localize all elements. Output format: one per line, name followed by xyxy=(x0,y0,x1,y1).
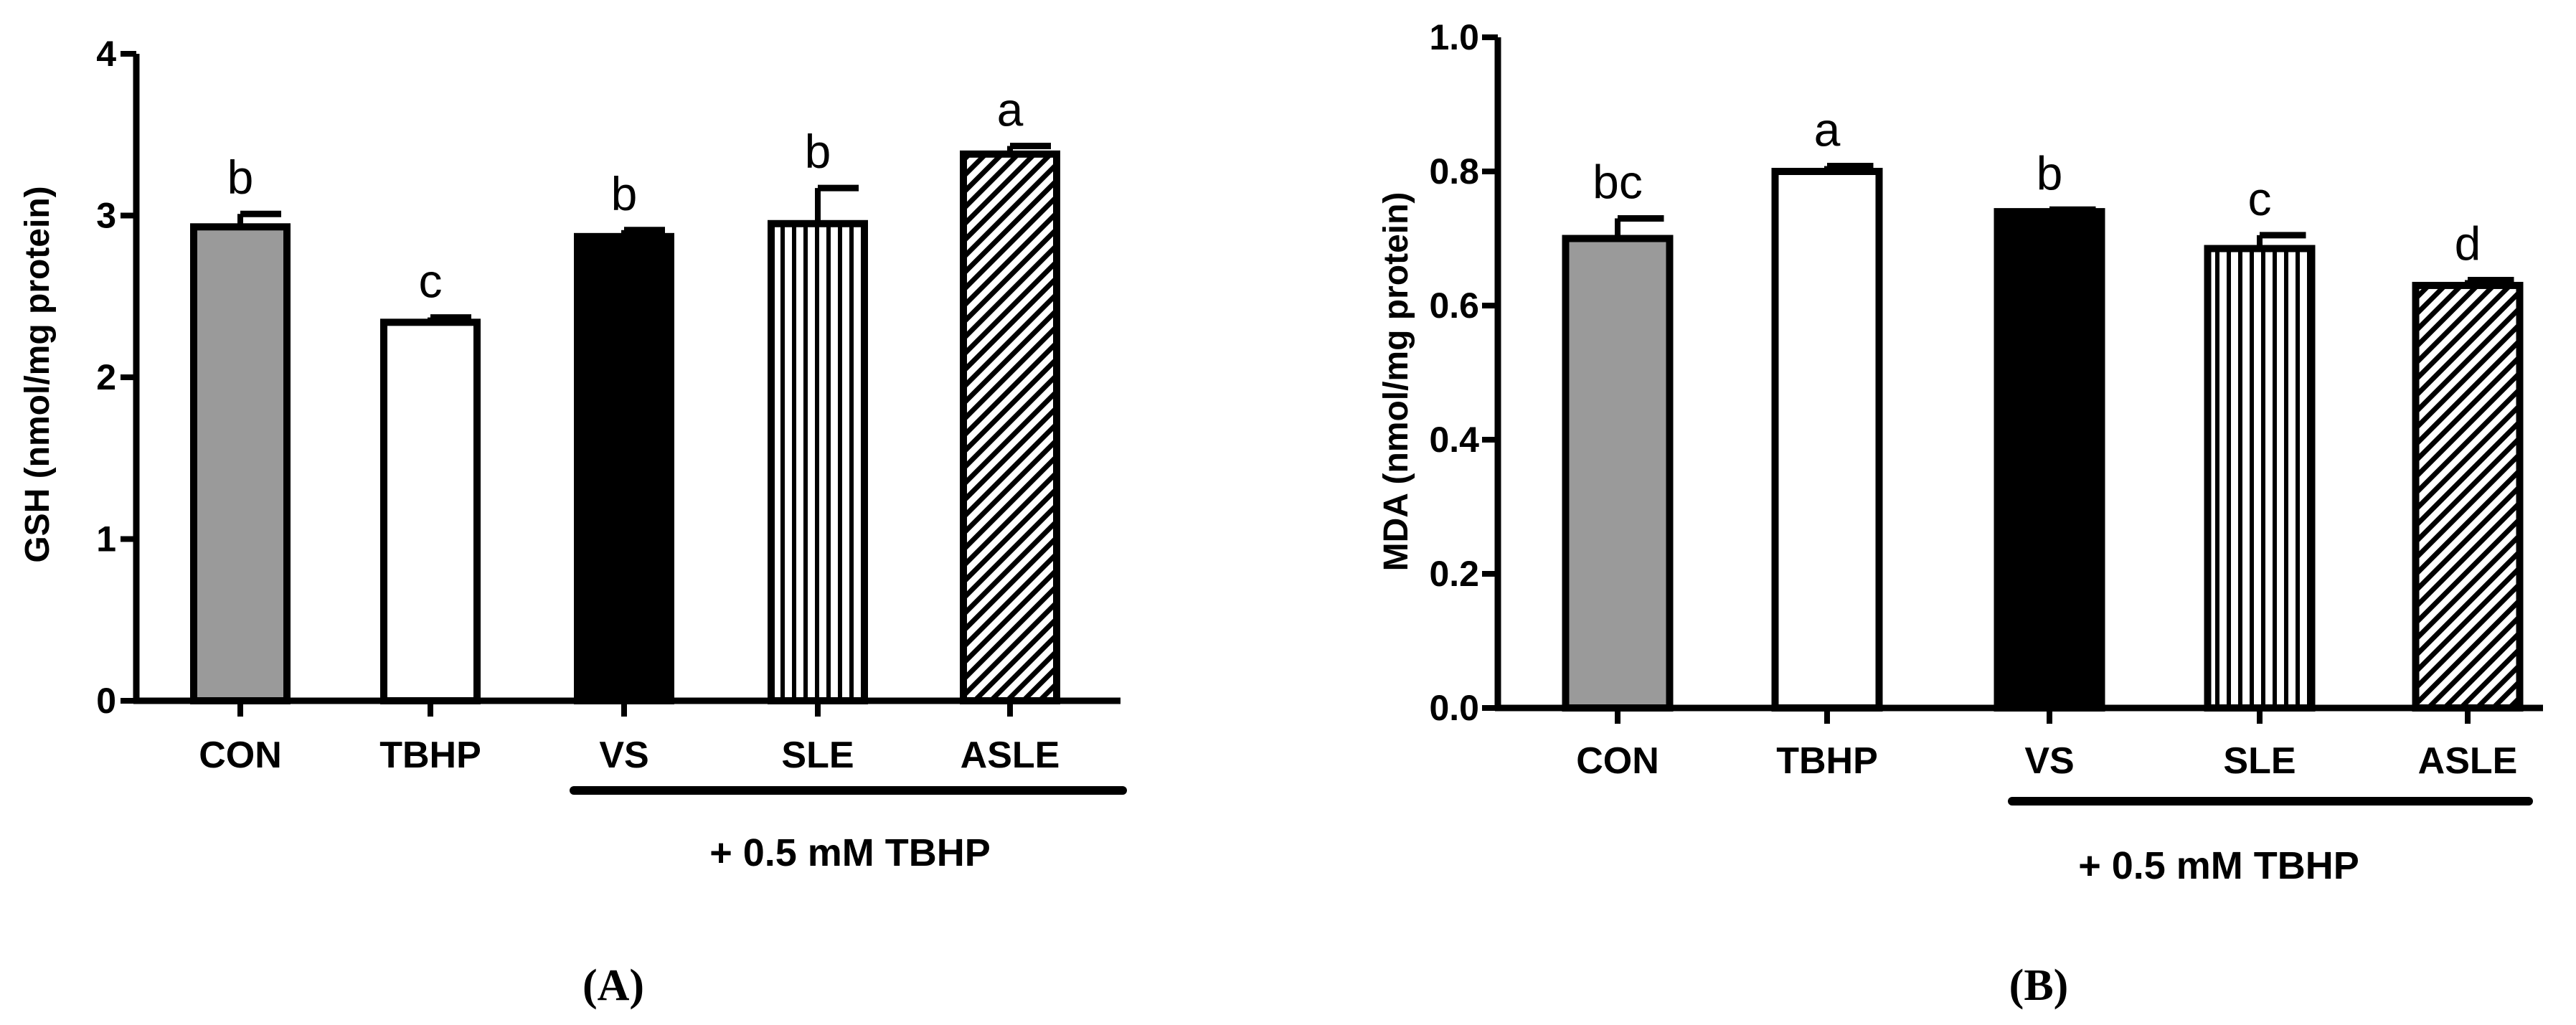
panel-a: 0 1 2 3 4 CON b TBHP c VS b SLE b ASLE a GSH (nmol/mg … xyxy=(19,34,1127,1010)
significance-label: b xyxy=(611,167,638,220)
panel-a-y-axis-label: GSH (nmol/mg protein) xyxy=(19,186,57,562)
y-tick-label: 3 xyxy=(96,196,116,236)
panel-b-marks: 0.0 0.2 0.4 0.6 0.8 1.0 CON bc TBHP a VS b SLE c ASLE d xyxy=(1429,17,2543,806)
panel-a-marks: 0 1 2 3 4 CON b TBHP c VS b SLE b ASLE a xyxy=(96,34,1127,795)
panel-b: 0.0 0.2 0.4 0.6 0.8 1.0 CON bc TBHP a VS b SLE c ASLE d… xyxy=(1377,17,2543,1010)
bar xyxy=(2204,245,2316,712)
panel-a-label: (A) xyxy=(582,961,644,1010)
significance-label: c xyxy=(2248,172,2272,225)
y-tick-label: 0.8 xyxy=(1429,151,1479,192)
panel-b-treatment-label: + 0.5 mM TBHP xyxy=(2078,844,2359,887)
significance-label: a xyxy=(1814,103,1841,156)
significance-label: b xyxy=(805,125,831,178)
x-tick-label: ASLE xyxy=(961,734,1060,776)
y-tick-label: 2 xyxy=(96,357,116,397)
x-tick-label: VS xyxy=(2024,740,2074,782)
significance-label: bc xyxy=(1593,155,1643,208)
y-tick-label: 0 xyxy=(96,681,116,721)
x-tick-label: SLE xyxy=(2223,740,2296,782)
x-tick-label: SLE xyxy=(781,734,854,776)
x-tick-label: CON xyxy=(1576,740,1659,782)
y-tick-label: 0.6 xyxy=(1429,285,1479,326)
panel-a-treatment-label: + 0.5 mM TBHP xyxy=(709,831,991,874)
panel-b-y-axis-label: MDA (nmol/mg protein) xyxy=(1377,192,1415,572)
panel-b-label: (B) xyxy=(2009,961,2069,1010)
significance-label: d xyxy=(2455,217,2481,270)
y-tick-label: 1 xyxy=(96,519,116,559)
x-tick-label: TBHP xyxy=(1776,740,1878,782)
significance-label: b xyxy=(227,151,254,204)
y-tick-label: 1.0 xyxy=(1429,17,1479,57)
y-tick-label: 0.2 xyxy=(1429,554,1479,594)
bar xyxy=(1562,235,1674,712)
bar xyxy=(2412,281,2524,712)
y-tick-label: 0.0 xyxy=(1429,688,1479,728)
y-tick-label: 4 xyxy=(96,34,116,74)
x-tick-label: CON xyxy=(199,734,282,776)
x-tick-label: ASLE xyxy=(2418,740,2518,782)
bar xyxy=(1771,168,1883,712)
bar xyxy=(768,219,868,704)
bar xyxy=(380,318,481,704)
significance-label: b xyxy=(2037,146,2063,199)
bar xyxy=(1994,208,2105,712)
significance-label: c xyxy=(419,255,443,308)
bar xyxy=(190,223,291,705)
y-tick-label: 0.4 xyxy=(1429,420,1479,460)
bar xyxy=(574,232,674,704)
bar xyxy=(960,150,1060,704)
significance-label: a xyxy=(997,83,1024,136)
x-tick-label: TBHP xyxy=(379,734,481,776)
x-tick-label: VS xyxy=(599,734,648,776)
